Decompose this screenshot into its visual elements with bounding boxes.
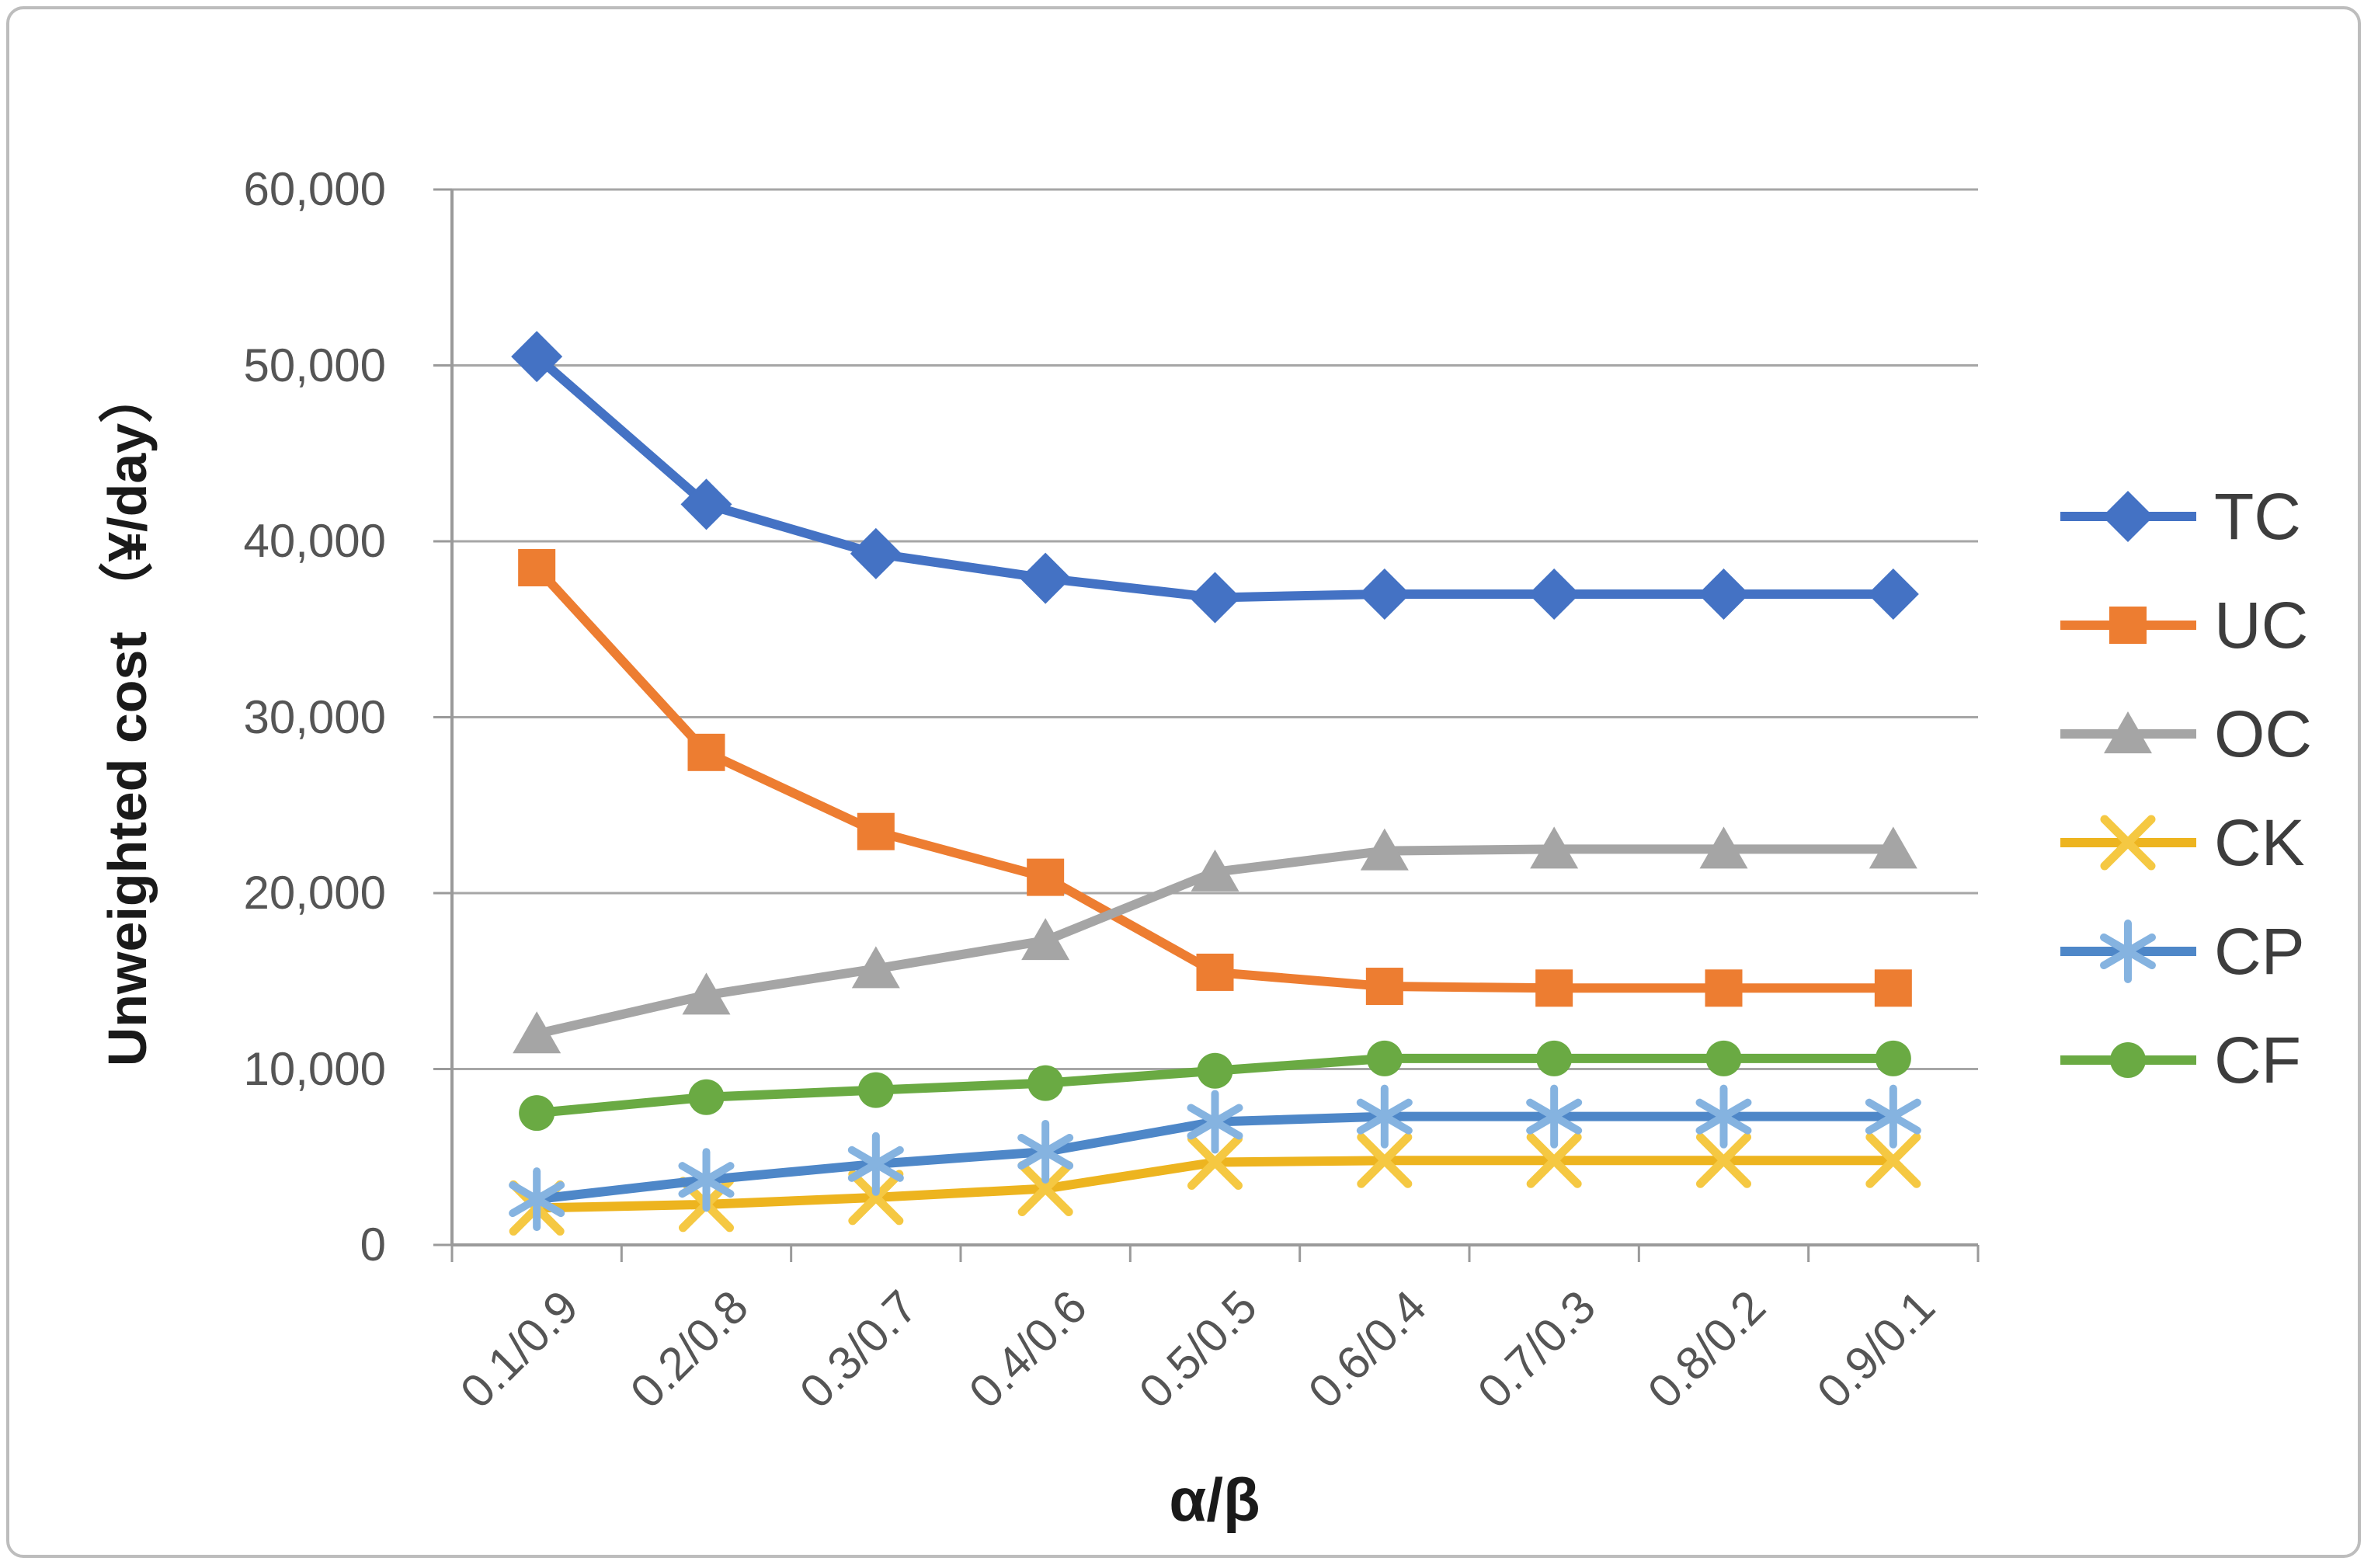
legend-key-x-icon xyxy=(2060,815,2196,871)
triangle-marker xyxy=(1699,826,1748,869)
circle-marker xyxy=(857,1072,894,1108)
asterisk-marker xyxy=(1356,1098,1413,1135)
x-marker xyxy=(1696,1132,1751,1188)
legend-item-TC: TC xyxy=(2056,474,2301,559)
legend-label: CK xyxy=(2214,805,2305,879)
x-marker xyxy=(848,1170,904,1226)
triangle-marker xyxy=(1360,828,1409,871)
triangle-marker xyxy=(1530,826,1579,869)
circle-marker xyxy=(1875,1040,1911,1076)
legend-key-circle-icon xyxy=(2060,1042,2196,1078)
y-tick-label: 60,000 xyxy=(243,163,386,215)
triangle-marker xyxy=(1021,918,1070,961)
y-tick-label: 20,000 xyxy=(243,867,386,919)
square-marker xyxy=(1874,969,1912,1007)
triangle-marker xyxy=(682,972,731,1015)
asterisk-marker xyxy=(678,1162,735,1198)
diamond-marker xyxy=(1020,552,1072,604)
diamond-marker xyxy=(1698,568,1750,620)
x-marker xyxy=(1187,1135,1243,1191)
diamond-marker xyxy=(680,478,732,530)
y-tick-label: 50,000 xyxy=(243,339,386,391)
series-line-UC xyxy=(532,562,1898,993)
x-axis-title: α/β xyxy=(1169,1465,1260,1534)
legend-item-OC: OC xyxy=(2056,691,2312,777)
square-marker xyxy=(1365,968,1403,1006)
asterisk-marker xyxy=(2100,933,2156,969)
circle-marker xyxy=(1705,1040,1742,1076)
x-marker xyxy=(1526,1132,1582,1188)
triangle-marker xyxy=(513,1011,561,1054)
x-marker xyxy=(1357,1132,1413,1188)
asterisk-marker xyxy=(1526,1098,1583,1135)
circle-marker xyxy=(519,1095,555,1132)
circle-marker xyxy=(1197,1052,1233,1089)
circle-marker xyxy=(1536,1040,1573,1076)
square-marker xyxy=(2109,607,2147,644)
asterisk-marker xyxy=(509,1181,565,1218)
series-line-TC xyxy=(532,352,1898,603)
diamond-marker xyxy=(1867,568,1919,620)
asterisk-marker xyxy=(847,1146,904,1182)
legend-item-CK: CK xyxy=(2056,800,2305,885)
asterisk-marker xyxy=(1695,1098,1752,1135)
legend-key-square-icon xyxy=(2060,607,2196,644)
legend-label: TC xyxy=(2214,479,2301,553)
square-marker xyxy=(1705,969,1743,1007)
legend-label: CP xyxy=(2214,914,2305,988)
x-marker xyxy=(1865,1132,1921,1188)
diamond-marker xyxy=(2102,491,2154,542)
legend-item-UC: UC xyxy=(2056,582,2308,668)
diamond-marker xyxy=(1358,568,1410,620)
legend-key-diamond-icon xyxy=(2060,491,2196,542)
asterisk-marker xyxy=(1865,1098,1921,1135)
legend-key-asterisk-icon xyxy=(2060,920,2196,983)
circle-marker xyxy=(1027,1065,1064,1101)
legend-label: CF xyxy=(2214,1023,2301,1097)
circle-marker xyxy=(1366,1040,1403,1076)
circle-marker xyxy=(2110,1042,2146,1078)
legend-key-triangle-icon xyxy=(2060,711,2196,753)
legend-item-CF: CF xyxy=(2056,1017,2301,1103)
legend-label: OC xyxy=(2214,697,2312,770)
triangle-marker xyxy=(851,946,900,989)
y-tick-label: 10,000 xyxy=(243,1042,386,1095)
x-marker xyxy=(2100,815,2156,871)
legend-item-CP: CP xyxy=(2056,909,2305,994)
triangle-marker xyxy=(1869,826,1917,869)
diamond-marker xyxy=(1189,572,1241,624)
square-marker xyxy=(687,733,725,771)
diamond-marker xyxy=(1528,568,1580,620)
y-tick-label: 40,000 xyxy=(243,515,386,567)
asterisk-marker xyxy=(1017,1133,1074,1170)
circle-marker xyxy=(688,1079,725,1115)
legend-label: UC xyxy=(2214,588,2309,662)
square-marker xyxy=(1027,858,1065,896)
diamond-marker xyxy=(850,527,902,579)
figure-border xyxy=(6,6,2361,1558)
y-tick-label: 30,000 xyxy=(243,690,386,743)
square-marker xyxy=(518,548,556,586)
asterisk-marker xyxy=(1187,1104,1243,1140)
triangle-marker xyxy=(2104,711,2152,753)
square-marker xyxy=(1196,953,1234,991)
diamond-marker xyxy=(511,331,563,383)
y-tick-label: 0 xyxy=(360,1219,386,1271)
square-marker xyxy=(1535,969,1573,1007)
square-marker xyxy=(857,812,895,850)
triangle-marker xyxy=(1191,849,1239,892)
x-marker xyxy=(1017,1161,1073,1217)
